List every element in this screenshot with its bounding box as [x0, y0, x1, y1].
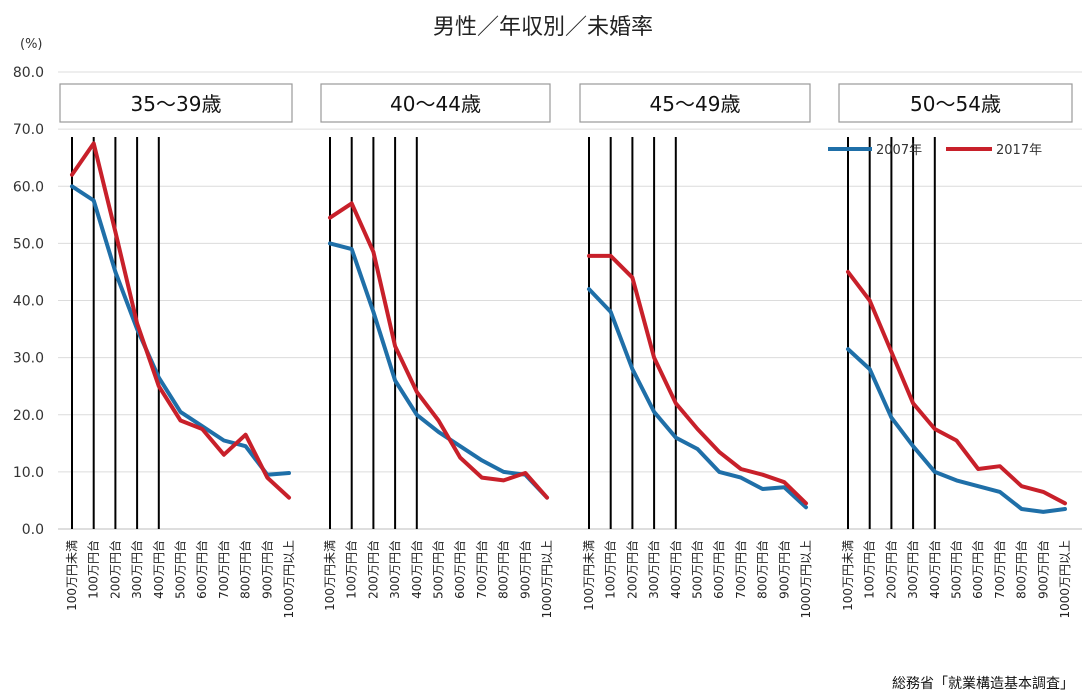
legend-entry: 2017年 [996, 143, 1042, 158]
y-tick-label: 80.0 [13, 65, 44, 81]
panel-label-box [579, 83, 811, 123]
x-tick-label: 400万円台 [668, 540, 683, 599]
x-tick-label: 100万円未満 [841, 540, 855, 611]
legend: 2007年 2017年 [828, 143, 1042, 158]
y-tick-label: 70.0 [13, 122, 44, 138]
x-tick-label: 500万円台 [690, 540, 705, 599]
x-tick-label: 100万円台 [344, 540, 359, 599]
x-tick-label: 200万円台 [624, 540, 639, 599]
x-tick-label: 1000万円以上 [282, 540, 296, 619]
x-tick-label: 900万円台 [776, 540, 791, 599]
series-line-2017 [70, 141, 291, 500]
x-tick-label: 300万円台 [646, 540, 661, 599]
panel-label-box [838, 83, 1073, 123]
x-tick-label: 500万円台 [173, 540, 188, 599]
y-axis-ticks: 0.0 10.0 20.0 30.0 40.0 50.0 60.0 70.0 80.0 [13, 65, 44, 538]
x-tick-label: 1000万円以上 [799, 540, 813, 619]
x-tick-label: 600万円台 [711, 540, 726, 599]
x-tick-label: 600万円台 [970, 540, 985, 599]
x-tick-label: 500万円台 [949, 540, 964, 599]
x-tick-label: 200万円台 [107, 540, 122, 599]
x-tick-label: 400万円台 [409, 540, 424, 599]
x-tick-label: 700万円台 [733, 540, 748, 599]
x-tick-label: 100万円未満 [323, 540, 337, 611]
x-tick-label: 600万円台 [452, 540, 467, 599]
x-tick-label: 400万円台 [927, 540, 942, 599]
grid-lines [58, 71, 1082, 530]
chart-title: 男性／年収別／未婚率 [433, 15, 653, 40]
series-line-2007 [328, 241, 549, 500]
x-tick-label: 1000万円以上 [540, 540, 554, 619]
series-line-2017 [587, 253, 808, 506]
panel-label-box [59, 83, 293, 123]
legend-entry: 2007年 [876, 143, 922, 158]
y-tick-label: 60.0 [13, 179, 44, 195]
x-tick-label: 900万円台 [517, 540, 532, 599]
y-tick-label: 20.0 [13, 408, 44, 424]
x-tick-label: 100万円未満 [582, 540, 596, 611]
panel: 40〜44歳 100万円未満 100万円台 200万円台 300万円台 400万円台 500… [320, 83, 554, 619]
y-tick-label: 10.0 [13, 465, 44, 481]
x-tick-label: 200万円台 [883, 540, 898, 599]
source-note: 総務省「就業構造基本調査」 [892, 675, 1074, 692]
x-tick-label: 800万円台 [1014, 540, 1029, 599]
y-axis-unit: (%) [20, 37, 43, 52]
x-tick-label: 200万円台 [365, 540, 380, 599]
x-tick-label: 700万円台 [474, 540, 489, 599]
x-tick-label: 800万円台 [238, 540, 253, 599]
x-tick-label: 600万円台 [194, 540, 209, 599]
panel: 50〜54歳 100万円未満 100万円台 200万円台 300万円台 400万円台 500… [838, 83, 1073, 619]
x-tick-label: 100万円台 [862, 540, 877, 599]
x-tick-label: 300万円台 [129, 540, 144, 599]
x-tick-label: 900万円台 [1035, 540, 1050, 599]
x-tick-label: 800万円台 [755, 540, 770, 599]
panel-label: 45〜49歳 [650, 92, 741, 116]
panel-label-box [320, 83, 551, 123]
x-tick-label: 800万円台 [496, 540, 511, 599]
x-tick-label: 700万円台 [216, 540, 231, 599]
y-tick-label: 40.0 [13, 294, 44, 310]
x-tick-label: 900万円台 [259, 540, 274, 599]
panel: 35〜39歳 100万円未満 100万円台 200万円台 300万円台 400万円台 500… [59, 83, 296, 619]
x-tick-label: 100万円台 [86, 540, 101, 599]
x-tick-label: 300万円台 [905, 540, 920, 599]
x-tick-label: 1000万円以上 [1058, 540, 1072, 619]
panel-label: 40〜44歳 [390, 92, 481, 116]
panel-label: 35〜39歳 [131, 92, 222, 116]
y-tick-label: 30.0 [13, 351, 44, 367]
x-tick-label: 700万円台 [992, 540, 1007, 599]
chart-panels: 35〜39歳 100万円未満 100万円台 200万円台 300万円台 400万円台 500… [59, 83, 1073, 619]
series-line-2017 [328, 201, 549, 500]
x-tick-label: 300万円台 [387, 540, 402, 599]
panel: 45〜49歳 100万円未満 100万円台 200万円台 300万円台 400万円台 500… [579, 83, 813, 619]
x-tick-label: 100万円台 [603, 540, 618, 599]
x-tick-label: 400万円台 [151, 540, 166, 599]
x-tick-label: 500万円台 [431, 540, 446, 599]
series-line-2007 [587, 287, 808, 510]
series-line-2007 [846, 347, 1067, 514]
panel-label: 50〜54歳 [910, 92, 1001, 116]
series-line-2017 [846, 269, 1067, 506]
x-tick-label: 100万円未満 [65, 540, 79, 611]
y-tick-label: 50.0 [13, 236, 44, 252]
series-line-2007 [70, 184, 291, 477]
y-tick-label: 0.0 [22, 522, 44, 538]
